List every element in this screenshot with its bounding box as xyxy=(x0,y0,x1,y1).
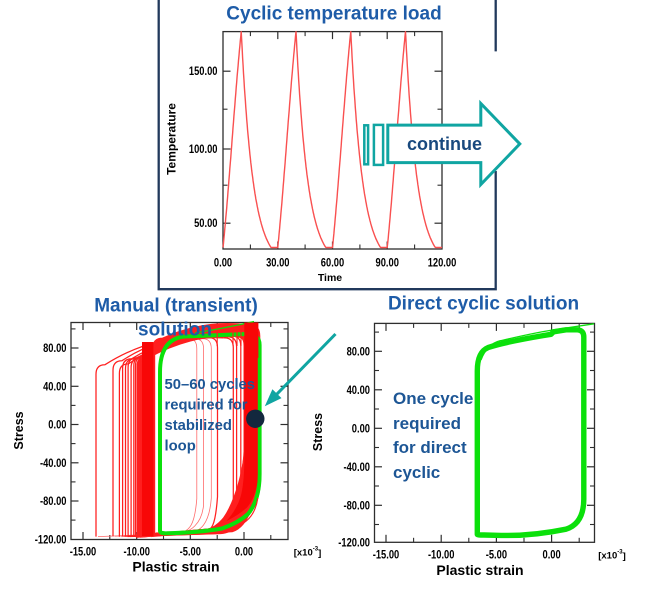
svg-text:-120.00: -120.00 xyxy=(35,532,67,546)
svg-text:required: required xyxy=(393,414,461,433)
svg-text:One cycle: One cycle xyxy=(393,389,473,408)
svg-text:150.00: 150.00 xyxy=(189,64,218,78)
svg-text:0.00: 0.00 xyxy=(235,545,253,559)
svg-text:[x10-3]: [x10-3] xyxy=(294,547,322,559)
svg-text:-40.00: -40.00 xyxy=(40,456,67,470)
svg-text:Plastic strain: Plastic strain xyxy=(132,559,219,575)
svg-text:stabilized: stabilized xyxy=(165,418,232,434)
svg-text:100.00: 100.00 xyxy=(189,142,218,156)
svg-text:0.00: 0.00 xyxy=(543,548,561,562)
svg-text:-5.00: -5.00 xyxy=(486,548,508,562)
svg-text:-5.00: -5.00 xyxy=(180,545,202,559)
svg-text:40.00: 40.00 xyxy=(347,383,371,397)
svg-text:Stress: Stress xyxy=(311,413,325,451)
svg-text:120.00: 120.00 xyxy=(428,256,457,270)
svg-text:30.00: 30.00 xyxy=(266,256,290,270)
svg-text:80.00: 80.00 xyxy=(347,344,371,358)
svg-text:for direct: for direct xyxy=(393,438,467,457)
svg-text:80.00: 80.00 xyxy=(43,341,67,355)
svg-text:-10.00: -10.00 xyxy=(428,548,455,562)
svg-text:Temperature: Temperature xyxy=(165,103,179,175)
svg-text:Cyclic temperature load: Cyclic temperature load xyxy=(226,4,441,25)
svg-text:-120.00: -120.00 xyxy=(338,536,370,550)
svg-text:loop: loop xyxy=(165,438,196,454)
svg-text:Direct cyclic solution: Direct cyclic solution xyxy=(388,293,579,314)
svg-text:cyclic: cyclic xyxy=(393,463,440,482)
svg-text:continue: continue xyxy=(407,134,482,154)
svg-text:-40.00: -40.00 xyxy=(344,460,371,474)
svg-text:50.00: 50.00 xyxy=(194,216,218,230)
svg-text:-10.00: -10.00 xyxy=(123,545,150,559)
svg-text:Plastic strain: Plastic strain xyxy=(436,562,523,578)
svg-text:Manual (transient): Manual (transient) xyxy=(94,295,258,316)
svg-text:60.00: 60.00 xyxy=(321,256,345,270)
svg-text:solution: solution xyxy=(138,320,212,341)
svg-text:-15.00: -15.00 xyxy=(373,548,400,562)
svg-text:Stress: Stress xyxy=(12,411,26,449)
svg-text:-80.00: -80.00 xyxy=(344,498,371,512)
svg-text:required for: required for xyxy=(165,397,248,413)
svg-text:90.00: 90.00 xyxy=(376,256,400,270)
svg-text:50–60 cycles: 50–60 cycles xyxy=(165,377,256,393)
svg-text:Time: Time xyxy=(318,272,342,284)
svg-text:0.00: 0.00 xyxy=(214,256,232,270)
svg-text:-80.00: -80.00 xyxy=(40,494,67,508)
svg-text:0.00: 0.00 xyxy=(352,421,370,435)
svg-text:[x10-3]: [x10-3] xyxy=(598,550,626,562)
svg-text:0.00: 0.00 xyxy=(48,418,66,432)
svg-text:-15.00: -15.00 xyxy=(70,545,97,559)
svg-text:40.00: 40.00 xyxy=(43,379,67,393)
